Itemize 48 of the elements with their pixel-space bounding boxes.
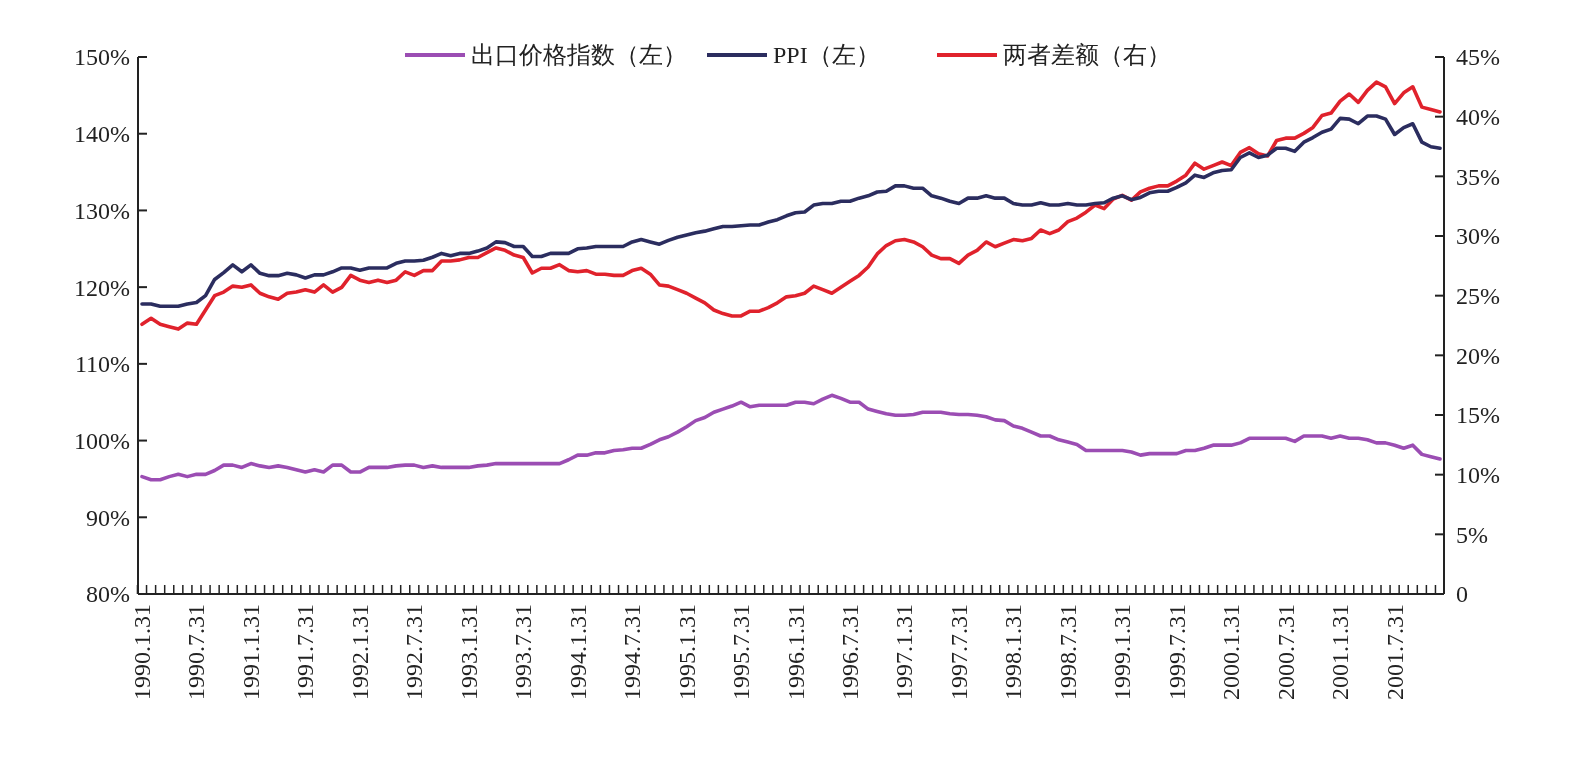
- y2-tick-label: 15%: [1456, 402, 1500, 429]
- x-tick-label: 2000.7.31: [1272, 604, 1299, 700]
- x-tick-label: 1990.1.31: [129, 604, 155, 700]
- x-tick-label: 1992.7.31: [401, 604, 428, 700]
- y-tick-label: 80%: [86, 581, 130, 608]
- x-tick-label: 1998.1.31: [1000, 604, 1027, 700]
- x-tick-label: 2001.7.31: [1381, 604, 1408, 700]
- y2-tick-label: 35%: [1456, 163, 1500, 190]
- x-tick-label: 1994.1.31: [564, 604, 591, 700]
- y-tick-label: 150%: [74, 44, 130, 71]
- legend-label: PPI（左）: [773, 42, 880, 69]
- x-tick-label: 2000.1.31: [1218, 604, 1245, 700]
- x-tick-label: 1993.1.31: [455, 604, 482, 700]
- y2-tick-label: 5%: [1456, 521, 1488, 548]
- y-tick-label: 100%: [74, 427, 130, 454]
- x-tick-label: 1992.1.31: [346, 604, 373, 700]
- y2-tick-label: 25%: [1456, 283, 1500, 310]
- line-series: [140, 80, 1442, 331]
- y-tick-label: 90%: [86, 504, 130, 531]
- x-tick-label: 1994.7.31: [619, 604, 646, 700]
- y2-tick-label: 20%: [1456, 342, 1500, 369]
- x-tick-label: 1991.1.31: [237, 604, 264, 700]
- x-tick-label: 1999.1.31: [1109, 604, 1136, 700]
- y2-tick-label: 10%: [1456, 462, 1500, 489]
- y-tick-label: 110%: [74, 351, 130, 378]
- y2-tick-label: 0: [1456, 581, 1468, 608]
- y-tick-label: 120%: [74, 274, 130, 301]
- x-tick-label: 1990.7.31: [183, 604, 210, 700]
- legend-label: 两者差额（右）: [1003, 42, 1171, 69]
- x-tick-label: 1997.7.31: [945, 604, 972, 700]
- x-tick-label: 1991.7.31: [292, 604, 319, 700]
- line-series: [140, 393, 1442, 482]
- x-tick-label: 1996.7.31: [837, 604, 863, 700]
- y2-tick-label: 30%: [1456, 223, 1500, 250]
- legend-label: 出口价格指数（左）: [471, 42, 687, 69]
- x-tick-label: 1995.1.31: [673, 604, 700, 700]
- x-tick-label: 1999.7.31: [1163, 604, 1190, 700]
- x-tick-label: 1996.1.31: [782, 604, 809, 700]
- x-tick-label: 1993.7.31: [510, 604, 537, 700]
- x-tick-label: 1997.1.31: [891, 604, 918, 700]
- x-tick-label: 2001.1.31: [1327, 604, 1354, 700]
- y-tick-label: 130%: [74, 197, 130, 224]
- y2-tick-label: 45%: [1456, 44, 1500, 71]
- line-series: [140, 114, 1442, 309]
- y2-tick-label: 40%: [1456, 104, 1500, 131]
- x-tick-label: 1998.7.31: [1054, 604, 1081, 700]
- y-tick-label: 140%: [74, 121, 130, 148]
- x-tick-label: 1995.7.31: [728, 604, 755, 700]
